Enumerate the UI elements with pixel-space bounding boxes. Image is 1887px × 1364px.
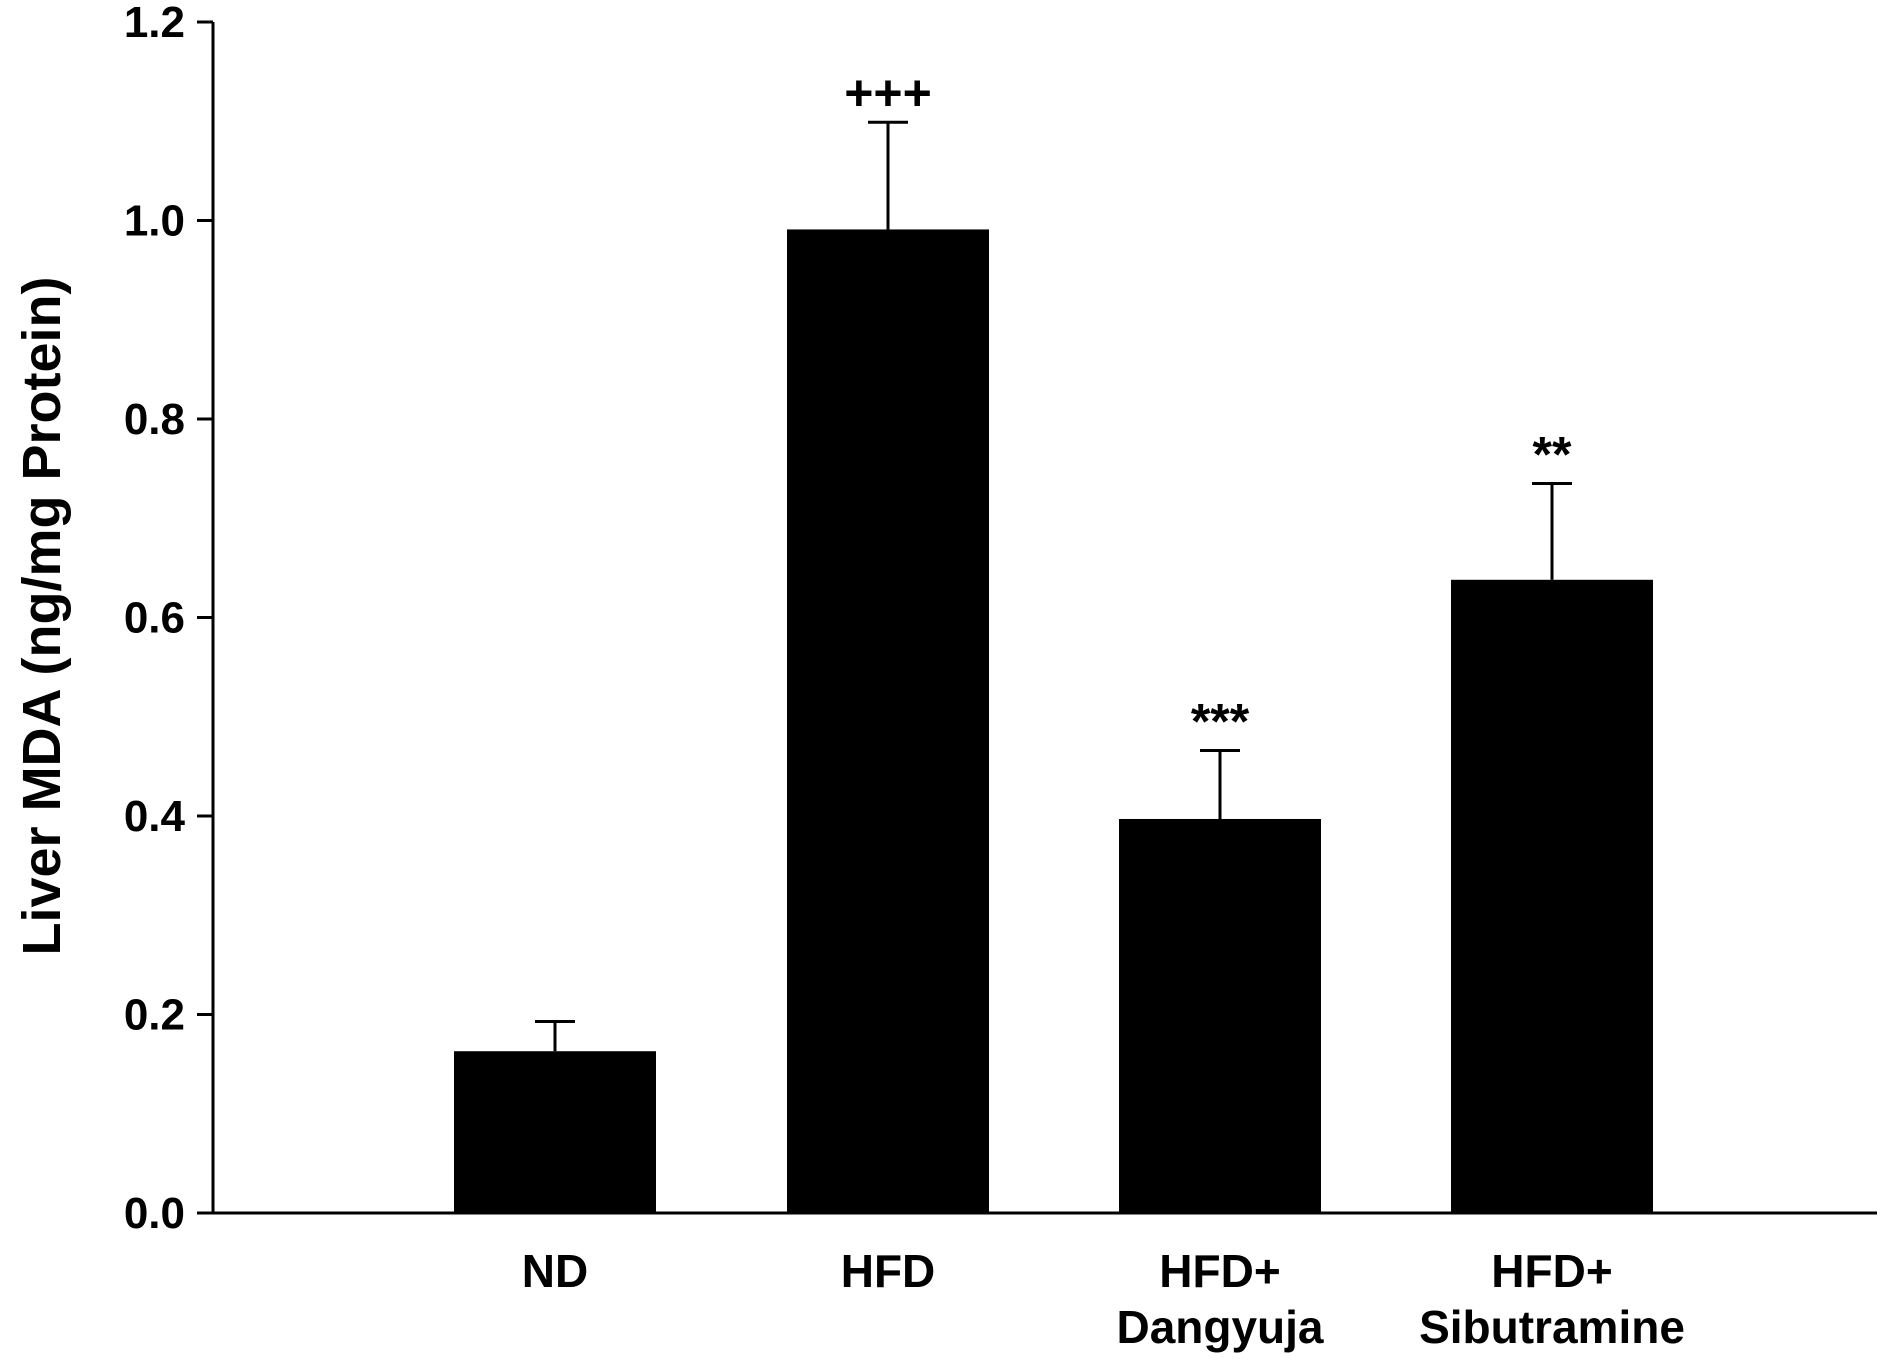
bars (454, 229, 1653, 1213)
bar (454, 1051, 656, 1213)
x-category-label: Sibutramine (1419, 1301, 1685, 1353)
error-bars (535, 120, 1572, 1052)
y-axis-title: Liver MDA (ng/mg Protein) (12, 276, 72, 955)
bar (787, 229, 989, 1213)
y-ticks: 0.0 0.2 0.4 0.6 0.8 1.0 1.2 (124, 0, 213, 1238)
significance-marker: +++ (844, 65, 932, 121)
x-category-label: HFD+ (1491, 1245, 1612, 1297)
significance-marker: *** (1191, 693, 1250, 749)
y-tick-label: 0.4 (124, 792, 186, 841)
annotations: +++***** (844, 65, 1572, 749)
bar (1119, 818, 1321, 1213)
x-category-label: ND (522, 1245, 588, 1297)
y-tick-label: 0.0 (124, 1189, 185, 1238)
x-category-label: HFD (841, 1245, 936, 1297)
y-tick-label: 1.2 (124, 0, 185, 47)
x-category-label: Dangyuja (1116, 1301, 1323, 1353)
x-category-label: HFD+ (1159, 1245, 1280, 1297)
bar (1451, 579, 1653, 1213)
y-tick-label: 0.2 (124, 991, 185, 1040)
y-tick-label: 0.6 (124, 594, 185, 643)
significance-marker: ** (1533, 427, 1572, 483)
y-tick-label: 1.0 (124, 197, 185, 246)
y-tick-label: 0.8 (124, 395, 185, 444)
